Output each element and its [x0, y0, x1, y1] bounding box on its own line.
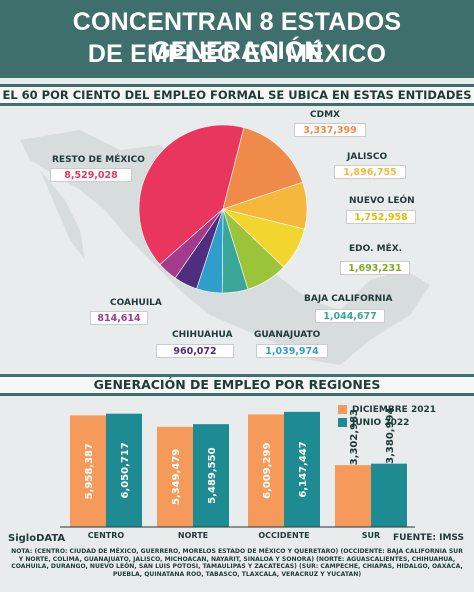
legend-item-jun-2022: JUNIO 2022 [338, 416, 436, 429]
pie-label-baja-california: BAJA CALIFORNIA [304, 294, 393, 304]
pie-label-chihuahua: CHIHUAHUA [172, 330, 233, 340]
bar-value-label-occidente-0: 6,009,299 [262, 443, 273, 499]
bar-occidente-jun-2022 [284, 411, 320, 527]
pie-value-chihuahua: 960,072 [156, 344, 234, 358]
pie-value-cdmx: 3,337,399 [294, 123, 366, 137]
pie-value-guanajuato: 1,039,974 [256, 344, 328, 358]
bar-sur-jun-2022 [371, 463, 407, 527]
bar-legend: DICIEMBRE 2021 JUNIO 2022 [338, 403, 436, 429]
pie-value-jalisco: 1,896,755 [334, 165, 406, 179]
legend-swatch-orange [338, 405, 347, 414]
bar-norte-jun-2022 [193, 424, 229, 527]
source-label: FUENTE: IMSS [392, 533, 464, 543]
pie-value-baja-california: 1,044,677 [315, 309, 385, 323]
bar-norte-dic-2021 [157, 426, 193, 527]
page-title-line-2: DE EMPLEO EN MÉXICO [87, 40, 387, 68]
pie-label-cdmx: CDMX [310, 110, 340, 120]
pie-label-resto: RESTO DE MÉXICO [52, 155, 145, 165]
category-label-occidente: OCCIDENTE [258, 531, 309, 540]
footnote: NOTA: (CENTRO: CIUDAD DE MÉXICO, GUERRER… [11, 548, 463, 578]
pie-value-nuevo-leon: 1,752,958 [346, 210, 416, 224]
pie-label-guanajuato: GUANAJUATO [254, 330, 321, 340]
bar-value-label-sur-0: 3,302,983 [349, 409, 360, 465]
legend-swatch-teal [338, 418, 347, 427]
category-label-centro: CENTRO [88, 531, 125, 540]
bar-chart: 5,958,387 6,050,717 CENTRO 5,349,479 5,489,5… [60, 407, 415, 540]
pie-label-coahuila: COAHUILA [110, 298, 162, 308]
category-label-norte: NORTE [178, 531, 208, 540]
pie-slice-resto-de-m-xico [138, 124, 245, 265]
legend-item-dic-2021: DICIEMBRE 2021 [338, 403, 436, 416]
bar-centro-dic-2021 [70, 415, 106, 527]
pie-slices [138, 124, 308, 294]
siglodata-logo: SigloDATA [8, 533, 66, 544]
bar-centro-jun-2022 [106, 413, 142, 527]
pie-value-resto: 8,529,028 [50, 168, 132, 182]
bar-value-label-sur-1: 3,380,994 [385, 407, 396, 463]
pie-value-coahuila: 814,614 [90, 311, 148, 325]
bar-occidente-dic-2021 [248, 414, 284, 527]
category-label-sur: SUR [362, 531, 380, 540]
pie-chart [138, 124, 308, 294]
bar-value-label-centro-1: 6,050,717 [120, 442, 131, 498]
bar-value-label-norte-1: 5,489,550 [207, 447, 218, 503]
bar-value-label-norte-0: 5,349,479 [171, 449, 182, 505]
bar-value-label-occidente-1: 6,147,447 [298, 441, 309, 497]
pie-slice-coahuila [159, 208, 224, 279]
legend-label-dic-2021: DICIEMBRE 2021 [352, 404, 436, 415]
pie-label-edomex: EDO. MÉX. [349, 244, 403, 254]
pie-label-nuevo-leon: NUEVO LEÓN [349, 196, 415, 206]
pie-section-subtitle: EL 60 POR CIENTO DEL EMPLEO FORMAL SE UB… [0, 84, 474, 106]
bar-sur-dic-2021 [335, 465, 371, 527]
bar-section-subtitle: GENERACIÓN DE EMPLEO POR REGIONES [0, 374, 474, 396]
page-title-line-1: CONCENTRAN 8 ESTADOS GENERACIÓN [72, 8, 402, 65]
legend-label-jun-2022: JUNIO 2022 [352, 417, 410, 428]
header-banner: CONCENTRAN 8 ESTADOS GENERACIÓN DE EMPLE… [0, 0, 474, 78]
bar-marks: 5,958,387 6,050,717 CENTRO 5,349,479 5,489,5… [60, 407, 415, 540]
pie-value-edomex: 1,693,231 [340, 261, 410, 275]
bar-value-label-centro-0: 5,958,387 [84, 443, 95, 499]
pie-label-jalisco: JALISCO [347, 152, 388, 162]
